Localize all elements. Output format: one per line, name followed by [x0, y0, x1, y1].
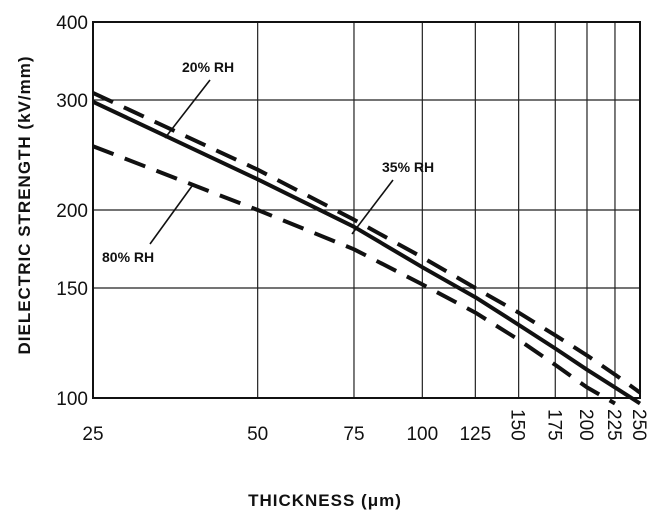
x-tick-label-100: 100: [406, 424, 438, 445]
series-label-leader-2: [149, 185, 193, 245]
series-label-1: 35% RH: [382, 159, 434, 175]
x-tick-label-125: 125: [459, 424, 491, 445]
y-tick-label-100: 100: [56, 389, 88, 410]
y-tick-label-400: 400: [56, 13, 88, 34]
x-tick-label-175: 175: [543, 409, 564, 441]
series-line-2: [92, 144, 616, 406]
x-tick-label-25: 25: [82, 424, 103, 445]
series-label-2: 80% RH: [102, 249, 154, 265]
y-tick-label-300: 300: [56, 91, 88, 112]
series-line-0: [92, 91, 642, 395]
x-axis-title: THICKNESS (μm): [248, 491, 402, 510]
x-tick-label-200: 200: [575, 409, 596, 441]
series-label-leader-1: [351, 179, 394, 235]
series-layer: [92, 91, 642, 406]
x-tick-label-150: 150: [507, 409, 528, 441]
series-labels: 20% RH 35% RH 80% RH: [102, 59, 434, 265]
x-tick-label-250: 250: [628, 409, 649, 441]
x-tick-label-225: 225: [603, 409, 624, 441]
grid: [93, 22, 640, 398]
y-tick-labels: 100 150 200 300 400: [56, 13, 88, 410]
plot-border: [92, 21, 641, 399]
x-tick-labels: 25 50 75 100 125 150 175 200 225 250: [82, 409, 649, 445]
x-tick-label-50: 50: [247, 424, 268, 445]
series-label-0: 20% RH: [182, 59, 234, 75]
series-label-leader-0: [164, 79, 211, 139]
plot-frame: [92, 21, 641, 399]
series-line-1: [92, 99, 642, 406]
y-tick-label-200: 200: [56, 201, 88, 222]
x-tick-label-75: 75: [343, 424, 364, 445]
y-axis-title: DIELECTRIC STRENGTH (kV/mm): [15, 55, 34, 354]
y-tick-label-150: 150: [56, 279, 88, 300]
